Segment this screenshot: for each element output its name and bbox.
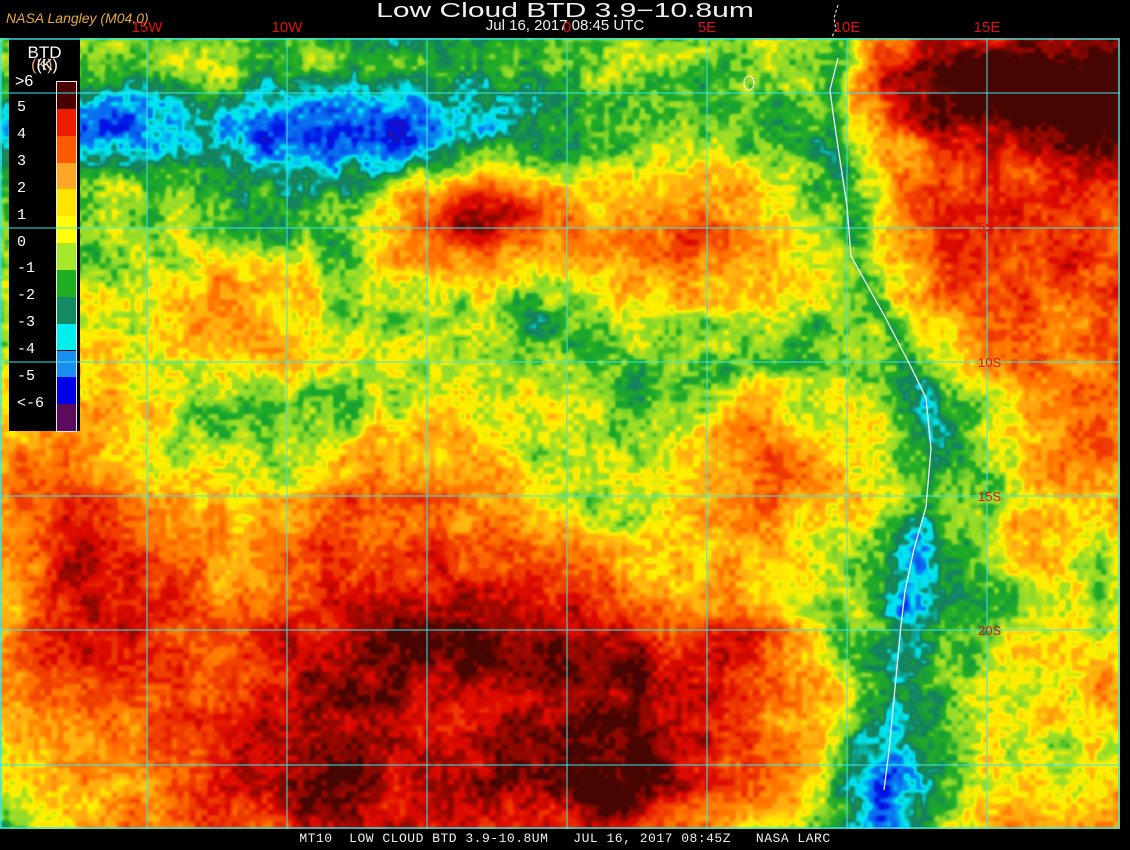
svg-text:0: 0 (563, 19, 571, 36)
svg-text:10W: 10W (272, 19, 304, 36)
svg-text:15E: 15E (974, 19, 1001, 36)
svg-text:10S: 10S (978, 355, 1001, 370)
svg-text:15W: 15W (132, 19, 164, 36)
svg-text:10E: 10E (834, 19, 861, 36)
svg-text:15S: 15S (978, 489, 1001, 504)
svg-text:5S: 5S (978, 220, 994, 235)
svg-text:20S: 20S (978, 623, 1001, 638)
svg-text:5E: 5E (698, 19, 716, 36)
